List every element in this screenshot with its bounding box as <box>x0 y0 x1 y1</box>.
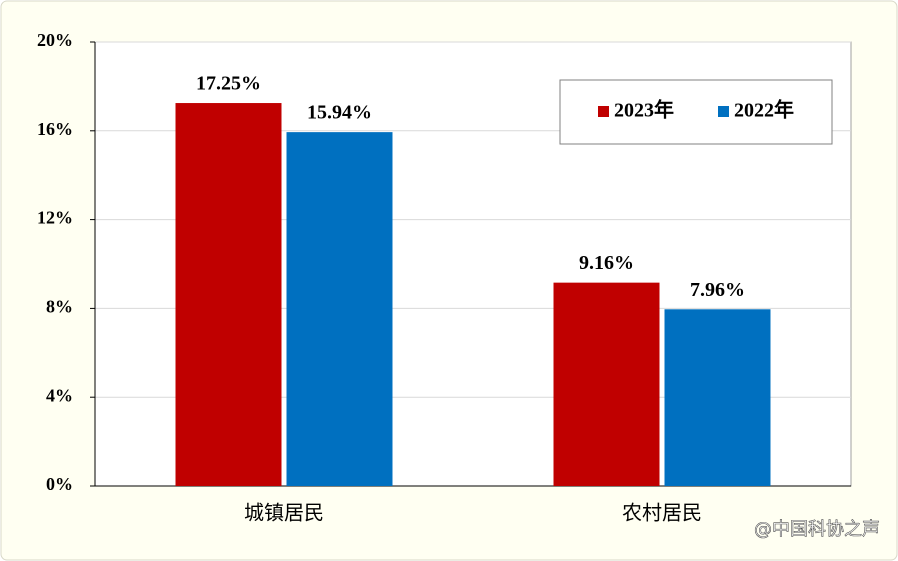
legend-swatch <box>598 106 609 117</box>
marks <box>175 103 771 487</box>
value-label: 7.96% <box>690 279 745 301</box>
y-tick-label: 4% <box>46 385 73 405</box>
bar <box>553 282 660 486</box>
x-tick-label: 城镇居民 <box>244 501 324 525</box>
legend-label: 2023年 <box>614 98 674 122</box>
watermark: @中国科协之声 <box>754 519 880 540</box>
bar <box>286 132 393 486</box>
y-tick-label: 20% <box>37 30 73 50</box>
bar <box>175 103 282 487</box>
y-tick-label: 12% <box>37 208 73 228</box>
legend-swatch <box>718 106 729 117</box>
value-label: 9.16% <box>579 252 634 274</box>
value-label: 15.94% <box>307 102 372 124</box>
y-tick-label: 8% <box>46 297 73 317</box>
value-label: 17.25% <box>196 73 261 95</box>
bar <box>664 309 771 486</box>
x-tick-label: 农村居民 <box>622 501 702 525</box>
y-tick-label: 16% <box>37 119 73 139</box>
legend-label: 2022年 <box>734 98 794 122</box>
y-tick-label: 0% <box>46 474 73 494</box>
